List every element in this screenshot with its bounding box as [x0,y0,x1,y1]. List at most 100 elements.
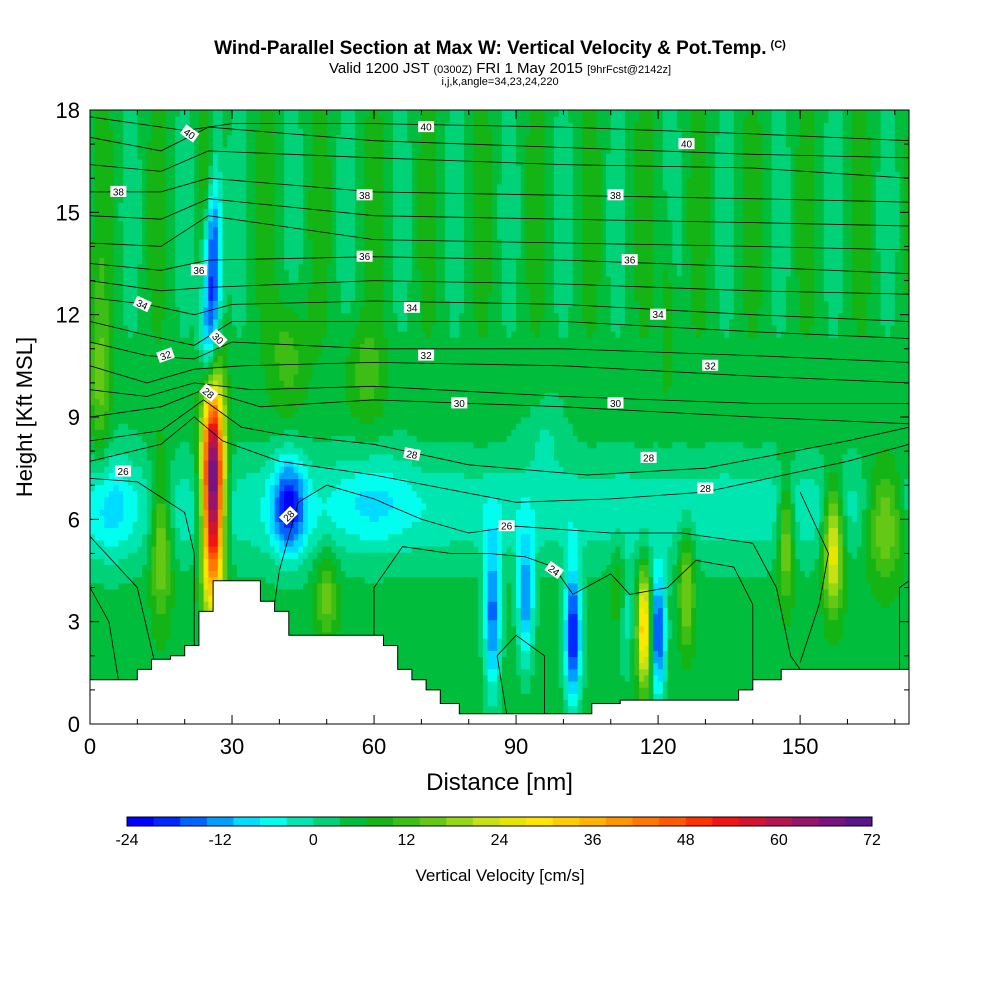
velocity-cell [222,417,228,424]
velocity-cell [132,392,138,400]
velocity-cell [317,232,323,240]
velocity-cell [123,588,129,596]
velocity-cell [208,521,214,529]
velocity-cell [269,159,276,166]
velocity-cell [165,245,172,252]
velocity-cell [184,386,191,394]
velocity-cell [250,343,257,351]
velocity-cell [104,202,110,209]
velocity-cell [189,410,195,418]
velocity-cell [298,189,304,197]
velocity-cell [137,478,143,486]
velocity-cell [246,110,252,117]
velocity-cell [255,269,262,277]
velocity-cell [288,380,295,387]
velocity-cell [312,355,318,363]
velocity-cell [175,570,181,578]
velocity-cell [142,478,148,486]
velocity-cell [108,607,115,615]
velocity-cell [127,595,134,602]
velocity-cell [236,552,243,559]
velocity-cell [307,588,314,596]
velocity-cell [123,349,129,357]
velocity-cell [307,398,314,406]
velocity-cell [312,423,318,430]
velocity-cell [222,533,228,541]
velocity-cell [198,367,205,375]
velocity-cell [241,232,247,240]
velocity-cell [156,521,162,529]
velocity-cell [321,588,328,596]
velocity-cell [284,189,290,197]
velocity-cell [151,459,157,467]
velocity-cell [94,472,101,479]
velocity-cell [184,226,191,234]
velocity-cell [312,269,318,277]
velocity-cell [194,159,200,166]
velocity-cell [175,613,181,621]
velocity-cell [312,202,318,209]
velocity-cell [151,355,157,363]
velocity-cell [179,441,186,449]
velocity-cell [137,232,143,240]
velocity-cell [165,146,172,154]
velocity-cell [146,367,153,375]
velocity-cell [288,607,295,615]
velocity-cell [246,337,252,344]
velocity-cell [184,281,191,289]
velocity-cell [99,116,105,123]
velocity-cell [255,202,262,209]
velocity-cell [161,380,167,387]
velocity-cell [260,515,266,522]
velocity-cell [260,208,266,215]
velocity-cell [165,564,172,572]
velocity-cell [284,349,290,357]
velocity-cell [241,208,247,215]
velocity-cell [227,269,233,277]
velocity-cell [217,183,224,191]
velocity-cell [104,355,110,363]
velocity-cell [241,435,247,443]
velocity-cell [137,367,143,375]
velocity-cell [94,361,101,369]
velocity-cell [288,484,295,492]
velocity-cell [208,417,214,424]
velocity-cell [269,349,276,357]
velocity-cell [217,281,224,289]
velocity-cell [217,208,224,215]
velocity-cell [213,576,219,584]
velocity-cell [123,644,129,651]
velocity-cell [198,220,205,228]
velocity-cell [123,582,129,590]
velocity-cell [312,159,318,166]
velocity-cell [127,288,134,295]
velocity-cell [161,490,167,498]
velocity-cell [99,404,105,412]
velocity-cell [213,294,219,301]
velocity-cell [161,122,167,130]
velocity-cell [208,447,214,455]
velocity-cell [269,165,276,172]
velocity-cell [250,232,257,240]
velocity-cell [123,294,129,301]
velocity-cell [203,607,209,615]
velocity-cell [208,423,214,430]
velocity-cell [137,650,143,658]
velocity-cell [123,496,129,504]
velocity-cell [113,146,119,154]
velocity-cell [189,374,195,381]
velocity-cell [189,490,195,498]
velocity-cell [298,343,304,351]
velocity-cell [232,122,238,130]
velocity-cell [265,177,271,185]
velocity-cell [241,502,247,510]
velocity-cell [241,564,247,572]
velocity-cell [104,674,110,682]
velocity-cell [213,527,219,535]
velocity-cell [312,245,318,252]
velocity-cell [161,110,167,117]
velocity-cell [127,171,134,179]
velocity-cell [317,472,323,479]
velocity-cell [113,220,119,228]
velocity-cell [127,355,134,363]
